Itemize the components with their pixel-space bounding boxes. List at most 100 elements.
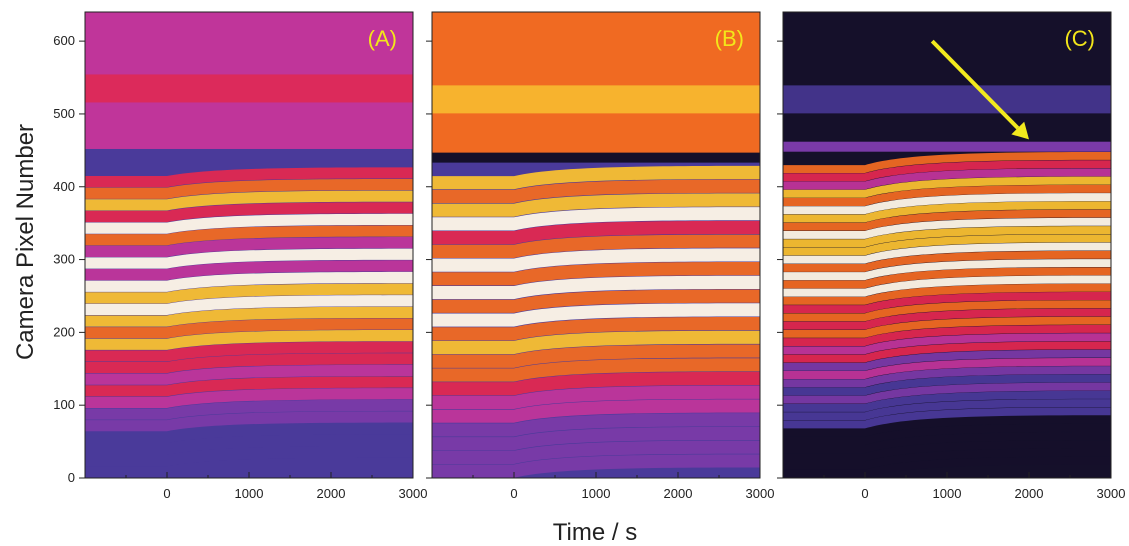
fringe-band: [783, 382, 1111, 404]
fringe-band: [85, 202, 413, 223]
panel-label: (C): [1064, 26, 1095, 51]
background-region: [783, 12, 1111, 147]
x-axis-title: Time / s: [553, 519, 637, 546]
fringe-band: [85, 237, 413, 257]
fringe-band: [85, 388, 413, 409]
fringe-band: [432, 248, 760, 272]
fringe-band: [85, 399, 413, 420]
x-tick-label: 0: [510, 486, 517, 501]
panel-c: 0 1000 2000 3000 (C): [777, 11, 1126, 501]
heatmap-image: [783, 12, 1111, 478]
panel-label: (B): [715, 26, 744, 51]
background-band: [783, 85, 1111, 114]
y-tick-label: 200: [53, 324, 75, 339]
fringe-band: [432, 289, 760, 313]
fringe-band: [432, 454, 760, 478]
y-tick-label: 100: [53, 397, 75, 412]
fringe-band: [85, 167, 413, 188]
fringe-band: [783, 366, 1111, 388]
x-tick-label: 2000: [317, 486, 346, 501]
x-tick-label: 1000: [582, 486, 611, 501]
fringe-band: [432, 316, 760, 341]
fringe-band: [783, 176, 1111, 198]
fringe-band: [432, 330, 760, 355]
x-tick-label: 3000: [1097, 486, 1126, 501]
fringe-band: [783, 316, 1111, 338]
fringe-band: [85, 213, 413, 234]
fringe-band: [783, 226, 1111, 248]
fringe-band: [783, 390, 1111, 412]
fringe-band: [783, 292, 1111, 314]
fringe-band: [783, 407, 1111, 429]
fringe-band: [783, 440, 1111, 462]
fringe-band: [432, 234, 760, 258]
x-tick-label: 0: [861, 486, 868, 501]
y-tick-label: 500: [53, 106, 75, 121]
fringe-band: [783, 448, 1111, 470]
annotation-arrow-shaft: [930, 39, 1020, 130]
y-tick-label: 0: [68, 470, 75, 485]
fringe-band: [85, 306, 413, 327]
fringe-band: [85, 376, 413, 397]
fringe-band: [85, 353, 413, 374]
y-axis-title: Camera Pixel Number: [12, 124, 39, 360]
fringe-band: [432, 303, 760, 327]
fringe-band: [432, 385, 760, 410]
y-tick-label: 400: [53, 179, 75, 194]
fringe-band: [432, 165, 760, 190]
fringe-band: [783, 415, 1111, 437]
fringe-band: [783, 209, 1111, 231]
background-band: [432, 85, 760, 114]
fringe-band: [783, 341, 1111, 363]
fringe-band: [783, 242, 1111, 264]
fringe-band: [432, 179, 760, 204]
x-tick-label: 3000: [399, 486, 428, 501]
fringe-band: [783, 234, 1111, 256]
annotation-arrow-head: [1011, 121, 1029, 140]
panel-label: (A): [368, 26, 397, 51]
fringe-band: [85, 446, 413, 467]
fringe-band: [85, 178, 413, 199]
fringe-band: [432, 207, 760, 231]
fringe-band: [783, 300, 1111, 322]
boundary-band: [783, 141, 1111, 152]
fringe-band: [783, 374, 1111, 396]
fringe-band: [783, 151, 1111, 173]
fringe-band: [783, 324, 1111, 347]
boundary-band: [85, 148, 413, 159]
fringe-band: [783, 423, 1111, 445]
fringe-band: [783, 357, 1111, 379]
fringe-band: [85, 225, 413, 246]
heatmap-image: [85, 12, 413, 478]
fringe-band: [783, 250, 1111, 272]
fringe-band: [783, 308, 1111, 330]
fringe-band: [85, 271, 413, 292]
x-tick-label: 1000: [933, 486, 962, 501]
background-region: [432, 12, 760, 158]
fringe-band: [783, 193, 1111, 215]
fringe-band: [432, 371, 760, 396]
y-tick-label: 600: [53, 33, 75, 48]
x-tick-label: 2000: [664, 486, 693, 501]
fringe-band: [85, 434, 413, 455]
fringe-band: [85, 190, 413, 211]
fringe-band: [783, 333, 1111, 355]
x-tick-label: 2000: [1015, 486, 1044, 501]
fringe-band: [85, 283, 413, 304]
fringe-band: [85, 411, 413, 432]
y-tick-label: 300: [53, 252, 75, 267]
fringe-band: [432, 426, 760, 451]
fringe-band: [432, 275, 760, 300]
fringe-band: [783, 275, 1111, 297]
fringe-band: [783, 267, 1111, 289]
fringe-band: [783, 217, 1111, 239]
fringe-band: [85, 330, 413, 350]
panel-b: 0 1000 2000 3000 (B): [426, 11, 774, 501]
fringe-band: [432, 344, 760, 368]
fringe-band: [783, 349, 1111, 371]
panel-a: 0 1000 2000 3000 0 100 200 300 400 500 600 (A): [53, 11, 428, 501]
fringe-band: [432, 220, 760, 245]
fringe-band: [432, 440, 760, 464]
boundary-band: [432, 152, 760, 163]
